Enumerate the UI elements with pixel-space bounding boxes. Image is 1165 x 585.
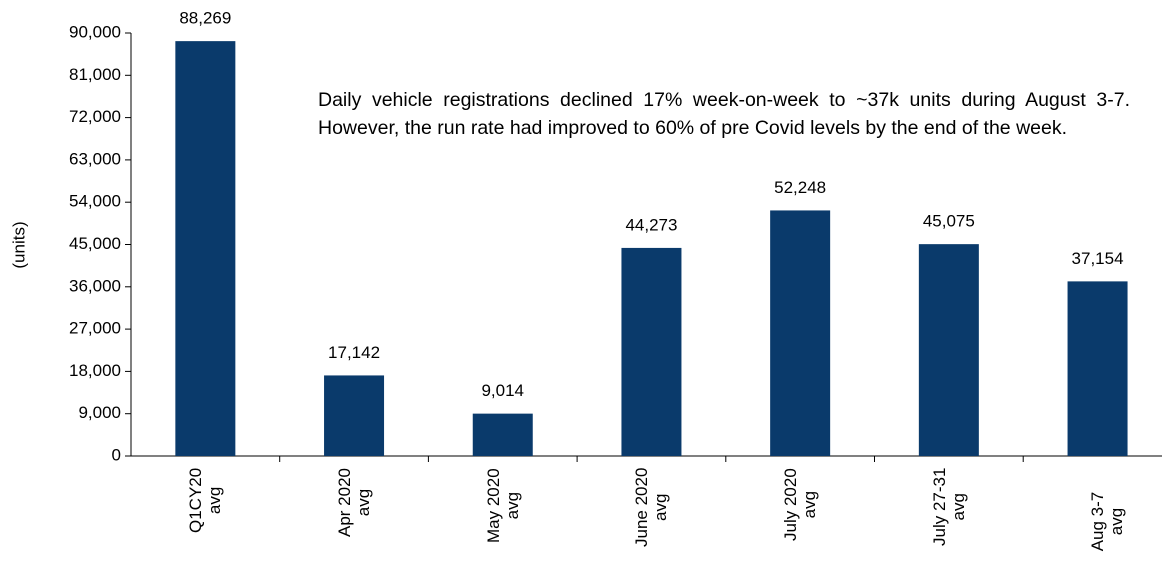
value-label: 44,273 [625,215,677,234]
y-tick-label: 90,000 [69,22,121,41]
y-tick-label: 54,000 [69,192,121,211]
y-tick-label: 0 [112,445,121,464]
value-label: 9,014 [481,381,524,400]
y-tick-label: 63,000 [69,149,121,168]
x-tick-label: Apr 2020 avg [335,468,374,537]
y-tick-label: 81,000 [69,65,121,84]
value-label: 17,142 [328,343,380,362]
value-label: 45,075 [923,212,975,231]
value-label: 52,248 [774,178,826,197]
bar [770,210,831,456]
x-tick-label: May 2020 avg [483,468,522,543]
y-axis-label: (units) [9,221,28,268]
x-tick-label: Aug 3-7 avg [1088,491,1127,552]
bar [175,41,236,456]
y-tick-label: 18,000 [69,361,121,380]
y-tick-label: 72,000 [69,107,121,126]
y-tick-label: 36,000 [69,276,121,295]
bar [324,375,385,456]
bar [621,247,682,456]
x-tick-label: July 27-31 avg [929,467,968,546]
bar [1067,281,1128,456]
x-tick-label: July 2020 avg [781,468,820,541]
annotation: Daily vehicle registrations declined 17%… [318,89,1130,139]
value-label: 37,154 [1072,249,1124,268]
y-tick-label: 9,000 [78,403,121,422]
y-tick-label: 27,000 [69,319,121,338]
x-tick-label: June 2020 avg [632,467,671,547]
value-label: 88,269 [179,9,231,28]
y-tick-label: 45,000 [69,234,121,253]
bar [918,244,979,456]
bar [472,413,533,456]
x-tick-label: Q1CY20 avg [186,467,225,533]
